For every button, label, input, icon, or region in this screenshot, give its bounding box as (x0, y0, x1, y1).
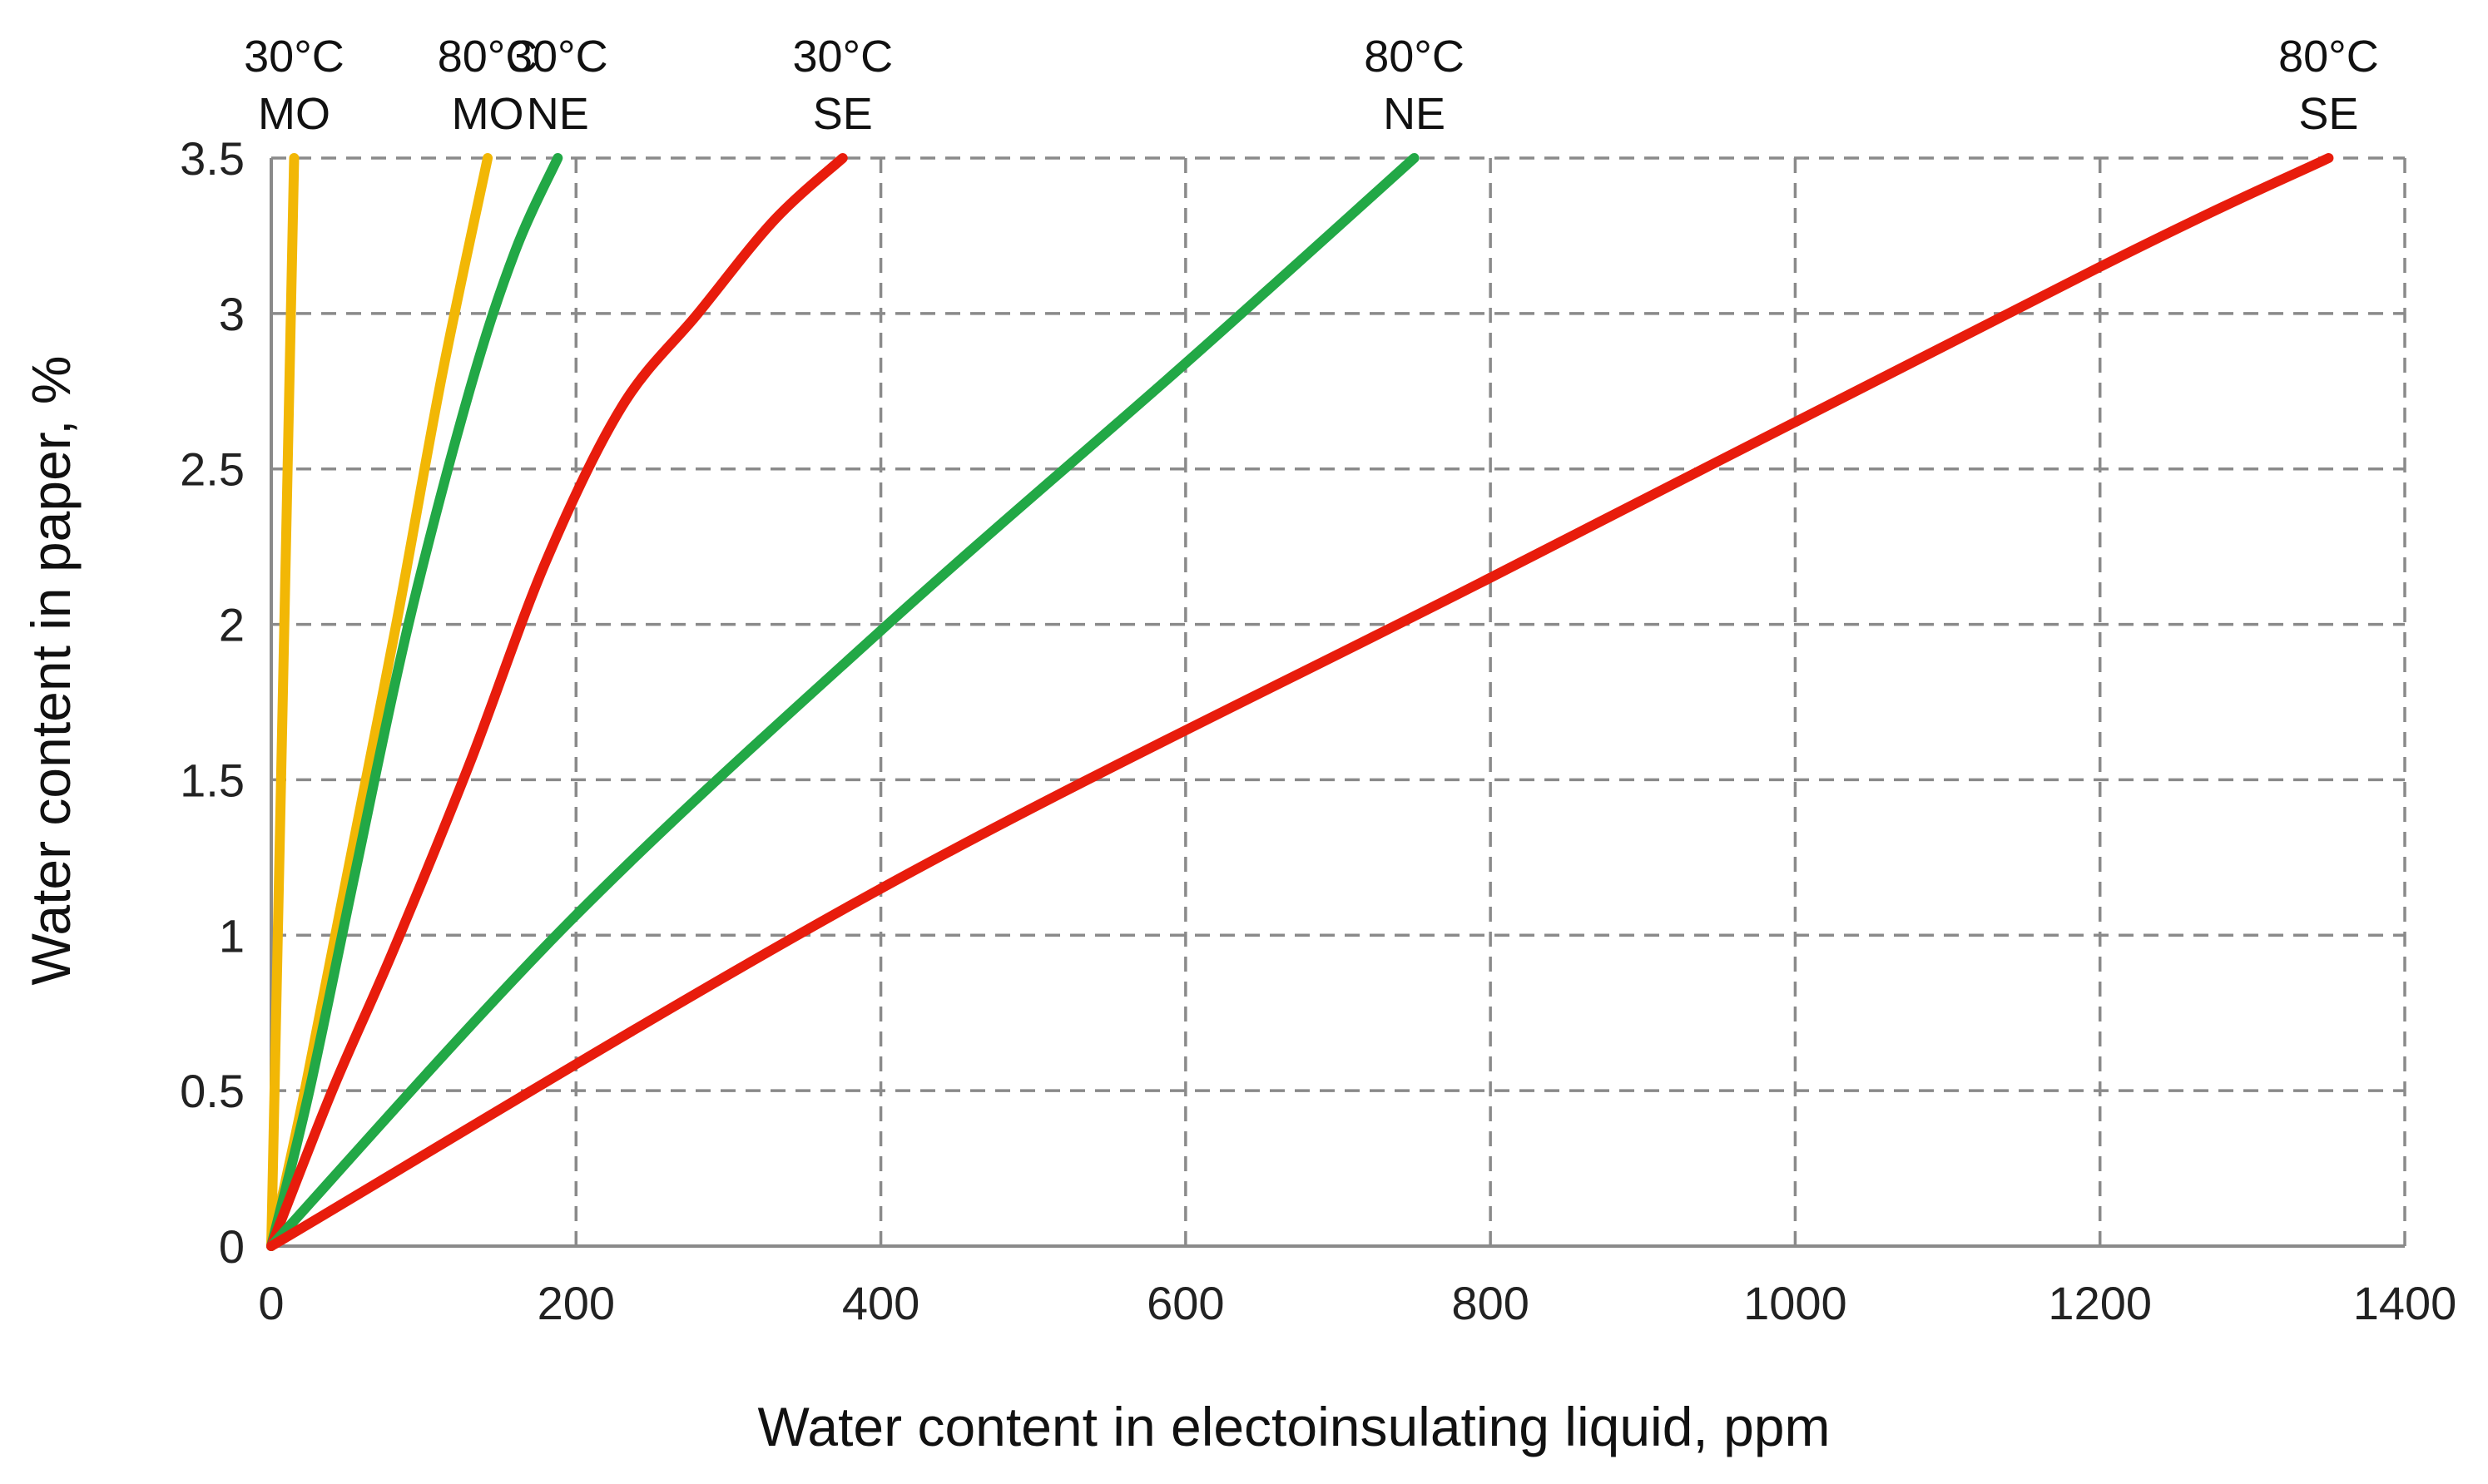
gridlines (271, 156, 2406, 1246)
series-label-temp: 30°C (244, 32, 344, 82)
x-tick-labels: 0 200 400 600 800 1000 1200 1400 (258, 1277, 2456, 1329)
series-line-ne30 (266, 153, 563, 1251)
y-tick-label: 0.5 (180, 1065, 245, 1117)
y-tick-label: 3.5 (180, 132, 245, 185)
y-tick-labels: 0 0.5 1 1.5 2 2.5 3 3.5 (180, 132, 245, 1273)
x-tick-label: 800 (1451, 1277, 1529, 1329)
series-label-temp: 80°C (438, 32, 538, 82)
series-label-liquid: NE (527, 89, 589, 139)
x-tick-label: 1400 (2353, 1277, 2457, 1329)
y-tick-label: 0 (219, 1220, 245, 1273)
x-tick-label: 1200 (2048, 1277, 2152, 1329)
series-label-liquid: SE (2298, 89, 2358, 139)
series-label-se30: 30°C SE (792, 32, 893, 139)
y-axis-title: Water content in paper, % (20, 356, 82, 986)
x-axis-title: Water content in electoinsulating liquid… (758, 1396, 1831, 1457)
series-label-liquid: MO (258, 89, 330, 139)
series-label-temp: 30°C (792, 32, 893, 82)
y-tick-label: 2 (219, 599, 245, 651)
series-curves (266, 153, 2334, 1251)
y-tick-label: 2.5 (180, 443, 245, 496)
series-label-mo80: 80°C MO (438, 32, 538, 139)
y-tick-label: 1.5 (180, 754, 245, 806)
series-label-liquid: SE (813, 89, 873, 139)
series-label-se80: 80°C SE (2278, 32, 2379, 139)
series-line-se80 (266, 153, 2334, 1251)
series-label-temp: 80°C (1364, 32, 1465, 82)
series-line-mo30 (266, 153, 300, 1251)
series-label-mo30: 30°C MO (244, 32, 344, 139)
x-tick-label: 0 (258, 1277, 284, 1329)
x-tick-label: 200 (538, 1277, 615, 1329)
series-label-temp: 30°C (508, 32, 608, 82)
series-label-ne80: 80°C NE (1364, 32, 1465, 139)
series-label-liquid: NE (1383, 89, 1445, 139)
series-line-se30 (266, 153, 848, 1251)
series-labels: 30°C MO 80°C MO 30°C NE 30°C SE 80°C NE 80°C SE (244, 32, 2379, 139)
y-tick-label: 3 (219, 288, 245, 340)
x-tick-label: 1000 (1743, 1277, 1847, 1329)
x-tick-label: 600 (1147, 1277, 1224, 1329)
series-label-temp: 80°C (2278, 32, 2379, 82)
series-line-ne80 (266, 153, 1420, 1251)
x-tick-label: 400 (842, 1277, 919, 1329)
y-tick-label: 1 (219, 909, 245, 962)
series-label-ne30: 30°C NE (508, 32, 608, 139)
series-label-liquid: MO (452, 89, 524, 139)
